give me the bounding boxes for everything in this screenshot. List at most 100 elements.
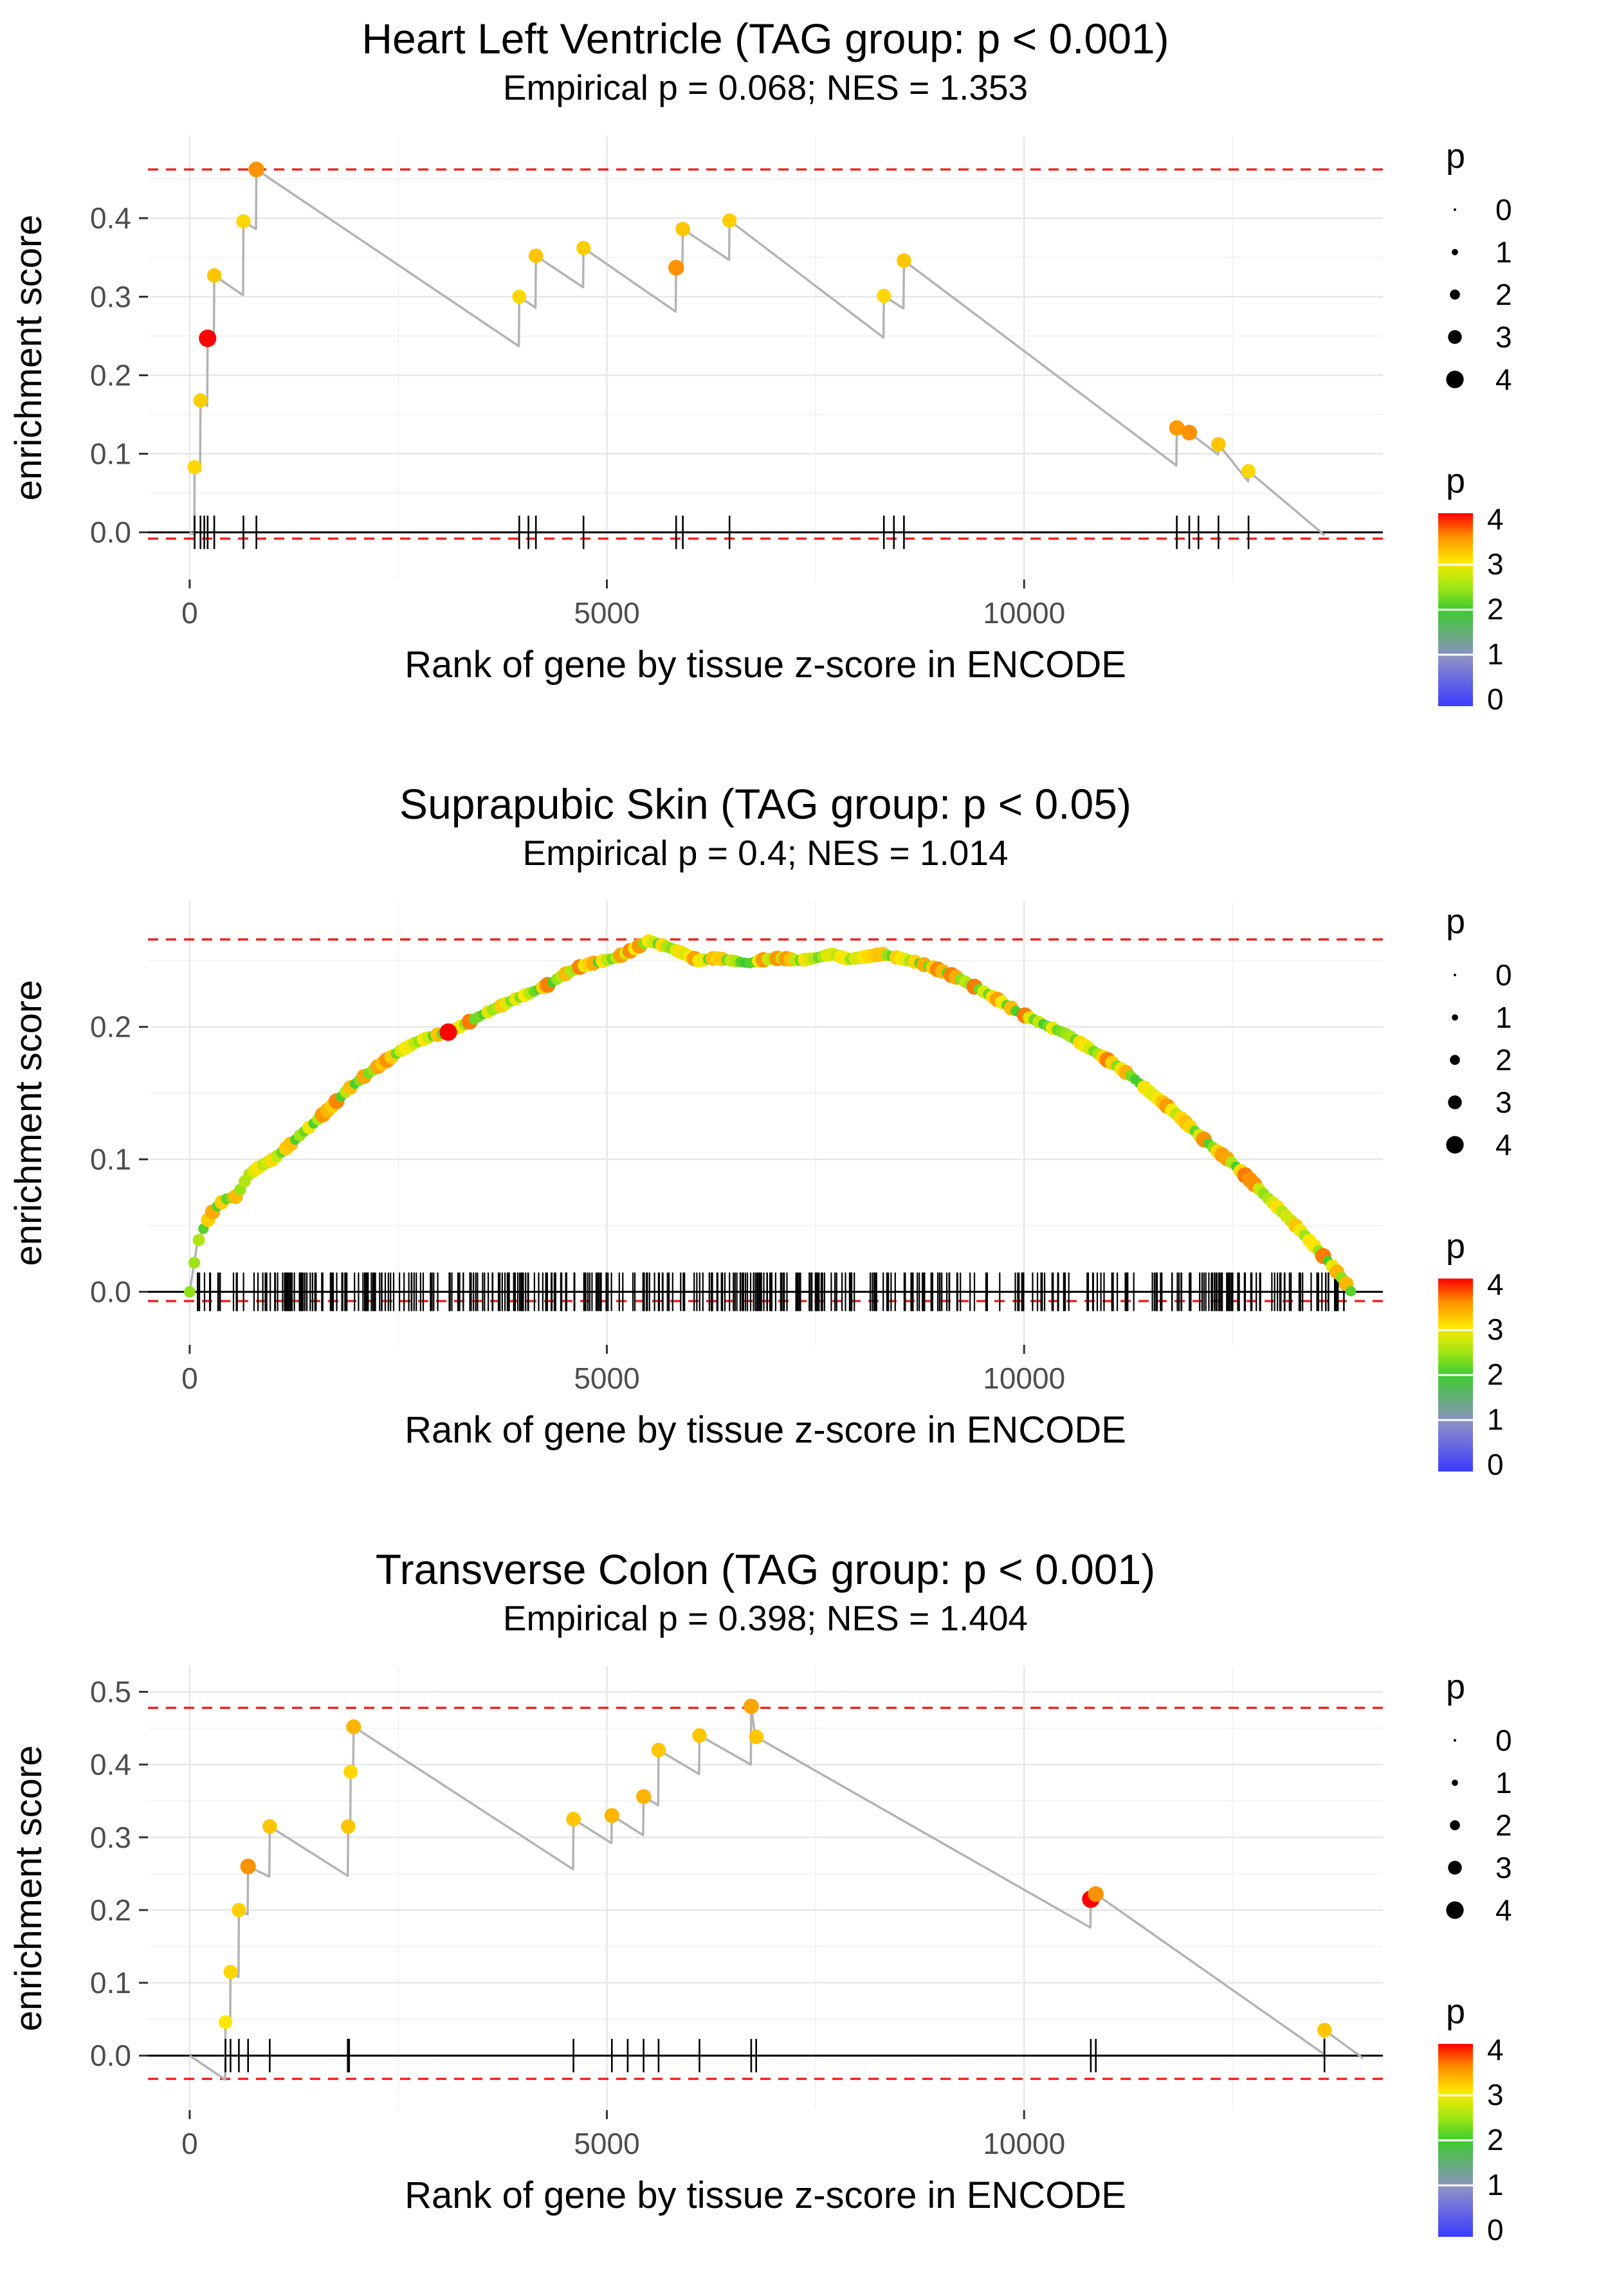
- y-tick-label: 0.3: [90, 1821, 131, 1854]
- gene-point: [206, 268, 222, 284]
- y-tick-label: 0.0: [90, 2039, 131, 2073]
- color-legend-label: 3: [1487, 547, 1504, 581]
- size-legend-dot: [1450, 1820, 1460, 1831]
- x-tick-label: 0: [181, 1362, 198, 1395]
- gene-point: [199, 329, 217, 348]
- color-legend-label: 4: [1487, 502, 1504, 536]
- gene-point: [651, 1743, 666, 1758]
- color-legend-label: 3: [1487, 2078, 1504, 2111]
- gene-point: [604, 1808, 619, 1823]
- gene-point: [192, 1234, 205, 1246]
- gene-point: [1317, 2023, 1332, 2038]
- gene-point: [1169, 420, 1185, 436]
- x-tick-label: 10000: [983, 596, 1065, 630]
- gene-point: [184, 1286, 196, 1298]
- gene-point: [528, 248, 544, 264]
- gsea-panel-suprapubic-skin: Suprapubic Skin (TAG group: p < 0.05) Em…: [0, 780, 1608, 1531]
- y-tick-label: 0.2: [90, 359, 131, 392]
- color-legend-label: 3: [1487, 1313, 1504, 1346]
- plot-area: 0 5000 10000 0.0 0.1 0.2 0.3 0.4 0.5 Rank of gene…: [8, 1666, 1383, 2216]
- gene-point: [343, 1765, 358, 1780]
- gene-point: [236, 214, 251, 229]
- running-es-curve: [189, 169, 1326, 537]
- gene-point: [218, 2015, 233, 2030]
- size-legend-label: 0: [1495, 1724, 1512, 1757]
- y-tick-label: 0.0: [90, 516, 131, 549]
- color-legend-label: 1: [1487, 637, 1504, 671]
- size-legend-dot: [1454, 974, 1456, 977]
- color-legend-title: p: [1446, 1992, 1465, 2031]
- color-legend-label: 2: [1487, 1358, 1504, 1391]
- gene-point: [1088, 1886, 1104, 1902]
- gsea-panel-heart-left-ventricle: Heart Left Ventricle (TAG group: p < 0.0…: [0, 15, 1608, 765]
- gene-point: [223, 1965, 238, 1980]
- y-tick-label: 0.5: [90, 1675, 131, 1709]
- y-tick-label: 0.1: [90, 1966, 131, 2000]
- plot-area: 0 5000 10000 0.0 0.1 0.2 Rank of gene by tissu…: [8, 901, 1383, 1451]
- y-tick-label: 0.1: [90, 1143, 131, 1176]
- color-legend-label: 4: [1487, 2033, 1504, 2066]
- x-tick-label: 5000: [574, 1362, 639, 1395]
- size-legend-dot: [1448, 330, 1462, 345]
- color-legend-label: 2: [1487, 592, 1504, 626]
- x-tick-label: 5000: [574, 596, 639, 630]
- gene-point: [877, 289, 891, 304]
- size-legend-dot: [1448, 1095, 1462, 1110]
- gene-point: [439, 1023, 457, 1041]
- y-tick-label: 0.3: [90, 280, 131, 314]
- gene-point: [668, 260, 684, 276]
- gene-point: [187, 460, 202, 475]
- size-legend-label: 4: [1495, 1893, 1512, 1927]
- gene-point: [636, 1789, 652, 1805]
- size-legend-dot: [1454, 1739, 1456, 1742]
- x-axis-title: Rank of gene by tissue z-score in ENCODE: [405, 644, 1126, 686]
- gene-point: [188, 1257, 201, 1269]
- x-tick-label: 10000: [983, 2127, 1065, 2160]
- size-legend-title: p: [1446, 902, 1465, 941]
- size-legend-label: 4: [1495, 363, 1512, 396]
- chart-title: Heart Left Ventricle (TAG group: p < 0.0…: [361, 15, 1169, 62]
- size-legend-label: 0: [1495, 193, 1512, 226]
- size-legend-dot: [1448, 1861, 1462, 1875]
- plot-area: 0 5000 10000 0.0 0.1 0.2 0.3 0.4 Rank of gene by…: [8, 136, 1383, 686]
- x-tick-label: 0: [181, 596, 198, 630]
- gene-point: [744, 1699, 759, 1715]
- y-tick-label: 0.4: [90, 1748, 131, 1781]
- y-tick-label: 0.0: [90, 1275, 131, 1309]
- color-legend-label: 0: [1487, 682, 1504, 716]
- gene-point: [576, 241, 591, 256]
- size-legend-label: 2: [1495, 1043, 1512, 1077]
- size-legend-label: 0: [1495, 958, 1512, 992]
- gene-point: [1211, 437, 1226, 452]
- size-legend-dot: [1450, 289, 1460, 300]
- gene-point: [346, 1719, 361, 1735]
- gene-point: [692, 1728, 707, 1744]
- gene-point: [675, 222, 690, 237]
- size-legend-label: 3: [1495, 1086, 1512, 1119]
- chart-subtitle: Empirical p = 0.4; NES = 1.014: [522, 832, 1009, 873]
- size-legend-title: p: [1446, 137, 1465, 176]
- gene-point: [749, 1729, 763, 1745]
- color-legend-label: 2: [1487, 2123, 1504, 2156]
- x-tick-label: 0: [181, 2127, 198, 2160]
- color-legend-label: 4: [1487, 1268, 1504, 1301]
- chart-title: Transverse Colon (TAG group: p < 0.001): [375, 1545, 1156, 1593]
- gene-point: [341, 1819, 356, 1834]
- size-legend-label: 3: [1495, 320, 1512, 354]
- y-tick-label: 0.1: [90, 437, 131, 471]
- chart-subtitle: Empirical p = 0.398; NES = 1.404: [502, 1598, 1028, 1638]
- color-legend-label: 0: [1487, 1448, 1504, 1481]
- size-legend-dot: [1446, 370, 1464, 389]
- size-legend-label: 1: [1495, 1766, 1512, 1799]
- size-legend-label: 2: [1495, 1809, 1512, 1842]
- gene-point: [722, 214, 737, 228]
- gene-point: [193, 393, 208, 408]
- size-legend-dot: [1446, 1901, 1464, 1920]
- gene-point: [1181, 424, 1198, 441]
- chart-title: Suprapubic Skin (TAG group: p < 0.05): [399, 780, 1131, 828]
- running-es-curve: [188, 1705, 1364, 2081]
- size-legend-label: 4: [1495, 1128, 1512, 1162]
- size-legend-dot: [1450, 1055, 1460, 1066]
